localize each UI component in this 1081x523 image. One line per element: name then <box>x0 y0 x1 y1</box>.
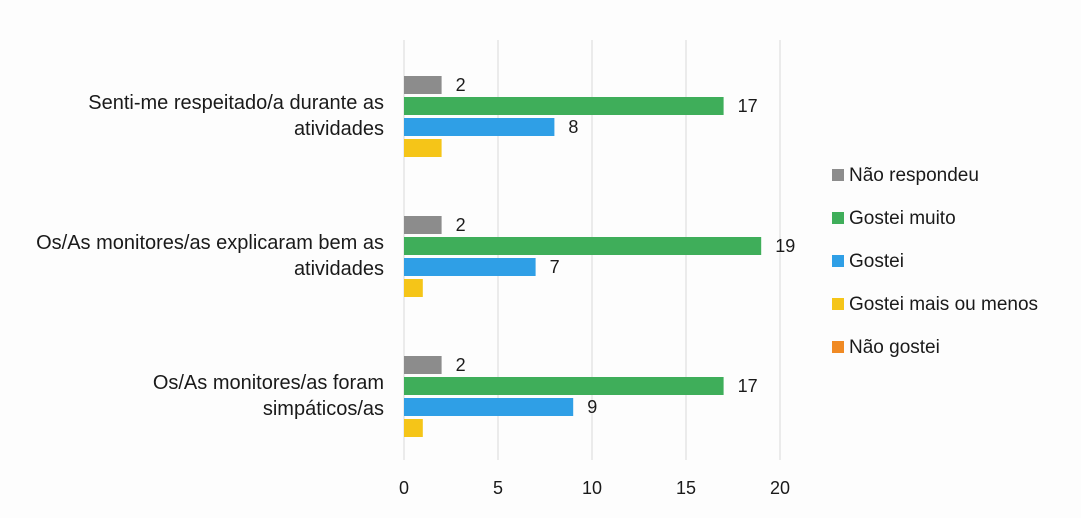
legend-label: Não respondeu <box>849 165 979 186</box>
bar <box>404 139 442 157</box>
bar <box>404 97 724 115</box>
category-label: atividades <box>294 118 384 140</box>
data-label: 8 <box>568 117 578 137</box>
category-label: atividades <box>294 258 384 280</box>
bar <box>404 398 574 416</box>
data-label: 19 <box>775 236 795 256</box>
legend-swatch <box>832 341 844 353</box>
data-label: 17 <box>738 96 758 116</box>
bar <box>404 258 536 276</box>
bar <box>404 216 442 234</box>
x-tick-label: 5 <box>493 478 503 498</box>
bar <box>404 377 724 395</box>
bar <box>404 118 555 136</box>
bar <box>404 76 442 94</box>
data-label: 7 <box>550 257 560 277</box>
data-label: 17 <box>738 376 758 396</box>
x-tick-label: 15 <box>676 478 696 498</box>
category-label: Os/As monitores/as explicaram bem as <box>36 232 384 254</box>
bar <box>404 356 442 374</box>
x-tick-label: 20 <box>770 478 790 498</box>
data-label: 9 <box>587 397 597 417</box>
legend: Não respondeu Gostei muito Gostei Gostei ma… <box>832 165 1038 358</box>
data-label: 2 <box>456 355 466 375</box>
data-label: 2 <box>456 75 466 95</box>
legend-label: Gostei muito <box>849 208 956 229</box>
legend-swatch <box>832 169 844 181</box>
legend-swatch <box>832 212 844 224</box>
legend-swatch <box>832 298 844 310</box>
category-label: Senti-me respeitado/a durante as <box>88 92 384 114</box>
x-tick-label: 10 <box>582 478 602 498</box>
data-labels: 2 17 8 2 19 7 2 17 9 <box>456 75 796 417</box>
legend-swatch <box>832 255 844 267</box>
bar <box>404 237 762 255</box>
data-label: 2 <box>456 215 466 235</box>
bar <box>404 279 423 297</box>
x-axis-tick-labels: 0 5 10 15 20 <box>399 478 790 498</box>
category-labels: Senti-me respeitado/a durante as atividad… <box>36 92 384 420</box>
bars <box>404 76 762 437</box>
legend-label: Gostei mais ou menos <box>849 294 1038 315</box>
category-label: Os/As monitores/as foram <box>153 372 384 394</box>
legend-label: Não gostei <box>849 337 940 358</box>
bar <box>404 419 423 437</box>
legend-label: Gostei <box>849 251 904 272</box>
x-tick-label: 0 <box>399 478 409 498</box>
category-label: simpáticos/as <box>263 398 384 420</box>
